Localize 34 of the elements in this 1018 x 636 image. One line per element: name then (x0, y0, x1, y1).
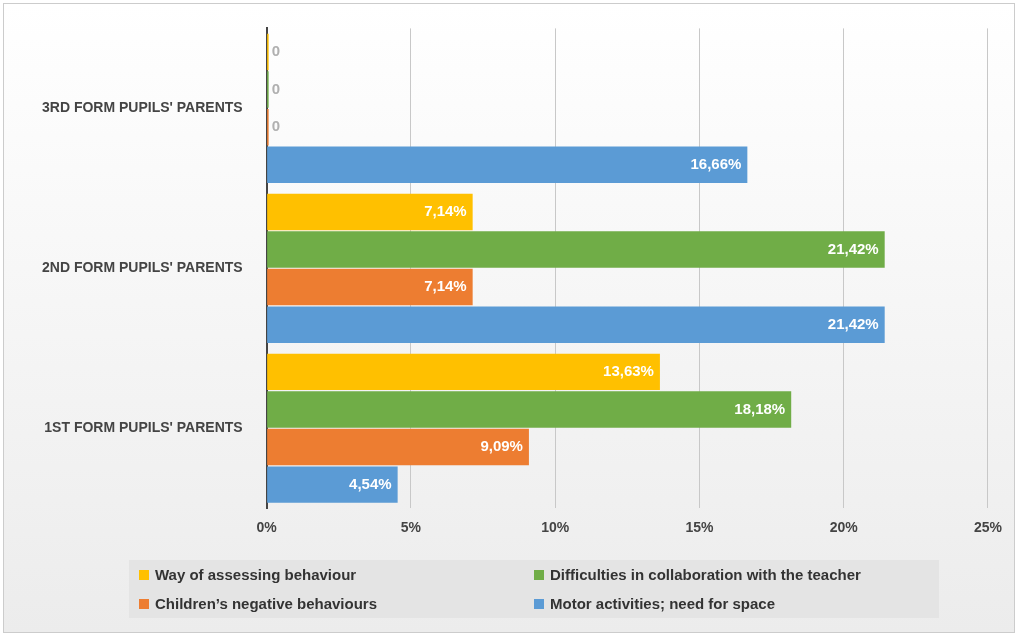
data-label: 4,54% (349, 474, 392, 492)
data-label: 13,63% (603, 362, 654, 379)
data-label: 21,42% (827, 314, 879, 332)
data-label: 9,09% (480, 437, 523, 455)
data-label: 0 (271, 117, 280, 135)
y-tick-label: 3RD FORM PUPILS' PARENTS (41, 99, 243, 116)
x-tick-label: 25% (973, 519, 1003, 536)
data-label: 18,18% (734, 399, 786, 417)
y-tick-label: 1ST FORM PUPILS' PARENTS (44, 419, 243, 436)
data-label: 0 (271, 79, 280, 97)
bar (267, 231, 885, 268)
bar (267, 268, 473, 306)
data-label: 0 (271, 42, 280, 60)
x-tick-label: 0% (256, 519, 278, 536)
x-tick-label: 5% (400, 519, 422, 536)
bar (267, 193, 473, 231)
data-label: 7,14% (424, 202, 467, 220)
legend-label: Motor activities; need for space (550, 595, 776, 612)
data-label: 21,42% (827, 239, 879, 257)
bar (267, 353, 660, 391)
data-label: 16,66% (690, 154, 742, 172)
bar (267, 466, 398, 503)
bar (267, 391, 792, 428)
bar (267, 306, 885, 343)
legend-label: Difficulties in collaboration with the teacher (550, 566, 861, 583)
legend-label: Way of assessing behaviour (155, 566, 357, 583)
bar (267, 428, 529, 466)
y-tick-label: 2ND FORM PUPILS' PARENTS (41, 259, 243, 276)
x-tick-label: 10% (541, 519, 570, 536)
data-label: 7,14% (424, 277, 467, 295)
x-tick-label: 20% (829, 519, 859, 536)
legend-label: Children’s negative behaviours (155, 595, 378, 612)
bar (267, 146, 748, 183)
x-tick-label: 15% (685, 519, 715, 536)
